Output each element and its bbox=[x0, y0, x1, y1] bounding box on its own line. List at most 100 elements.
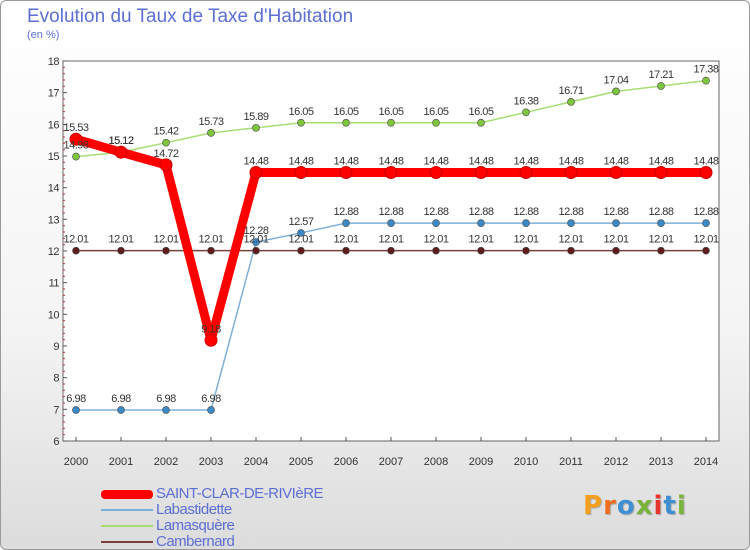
data-label: 12.88 bbox=[378, 206, 403, 218]
data-point bbox=[297, 246, 305, 255]
logo-letter: o bbox=[616, 491, 636, 521]
data-label: 12.88 bbox=[558, 206, 583, 218]
legend-label: SAINT-CLAR-DE-RIVIèRE bbox=[156, 485, 324, 502]
logo-letter: t bbox=[663, 491, 677, 521]
data-label: 12.88 bbox=[603, 206, 628, 218]
data-label: 16.05 bbox=[378, 106, 403, 118]
data-label: 12.01 bbox=[423, 234, 448, 246]
data-label: 12.88 bbox=[333, 206, 358, 218]
data-point bbox=[207, 246, 215, 255]
data-label: 12.88 bbox=[513, 206, 538, 218]
legend-swatch bbox=[101, 525, 153, 527]
data-point bbox=[162, 138, 170, 147]
legend-item: Cambernard bbox=[101, 533, 401, 550]
data-point bbox=[432, 219, 440, 227]
legend-label: Cambernard bbox=[156, 533, 235, 550]
y-axis: 6 7 8 9 10 11 12 13 14 15 16 17 18 bbox=[48, 56, 67, 448]
data-point bbox=[69, 132, 83, 146]
data-point bbox=[567, 219, 575, 227]
x-tick-label: 2012 bbox=[604, 456, 628, 468]
data-label: 12.01 bbox=[513, 234, 538, 246]
data-label: 12.01 bbox=[603, 234, 628, 246]
y-tick-label: 6 bbox=[53, 436, 59, 448]
series-4 bbox=[72, 246, 710, 255]
data-label: 6.98 bbox=[111, 393, 131, 405]
chart-title: Evolution du Taux de Taxe d'Habitation bbox=[27, 6, 354, 27]
data-point bbox=[699, 165, 713, 179]
data-label: 16.05 bbox=[288, 106, 313, 118]
x-tick-label: 2003 bbox=[199, 456, 223, 468]
data-point bbox=[654, 165, 668, 179]
x-axis: 2000 2001 2002 2003 2004 2005 2006 2007 2008 2009… bbox=[64, 437, 718, 468]
data-label: 14.48 bbox=[243, 155, 268, 167]
data-label: 6.98 bbox=[201, 393, 221, 405]
data-label: 14.48 bbox=[468, 155, 493, 167]
y-tick-label: 15 bbox=[48, 151, 60, 163]
data-label: 12.28 bbox=[243, 225, 268, 237]
data-label: 14.72 bbox=[153, 148, 178, 160]
data-label: 9.18 bbox=[201, 323, 221, 335]
data-label: 16.05 bbox=[333, 106, 358, 118]
data-point bbox=[387, 246, 395, 255]
data-point bbox=[162, 406, 170, 414]
data-label: 14.48 bbox=[558, 155, 583, 167]
data-point bbox=[342, 246, 350, 255]
data-label: 12.01 bbox=[333, 234, 358, 246]
legend-swatch bbox=[101, 509, 153, 511]
x-tick-label: 2004 bbox=[244, 456, 268, 468]
legend-label: Labastidette bbox=[156, 501, 232, 518]
data-label: 17.38 bbox=[693, 64, 718, 76]
data-point bbox=[522, 108, 530, 117]
data-point bbox=[342, 118, 350, 127]
data-label: 15.73 bbox=[198, 116, 223, 128]
data-label: 15.53 bbox=[63, 122, 88, 134]
data-point bbox=[252, 123, 260, 132]
data-label: 14.48 bbox=[423, 155, 448, 167]
x-tick-label: 2009 bbox=[469, 456, 493, 468]
data-point bbox=[159, 158, 173, 172]
data-point bbox=[609, 165, 623, 179]
data-label: 15.42 bbox=[153, 126, 178, 138]
data-point bbox=[477, 246, 485, 255]
data-point bbox=[207, 129, 215, 137]
data-label: 12.01 bbox=[693, 234, 718, 246]
data-point bbox=[702, 219, 710, 227]
legend-item: SAINT-CLAR-DE-RIVIèRE bbox=[101, 486, 401, 502]
data-point bbox=[474, 165, 488, 179]
data-point bbox=[252, 238, 260, 246]
y-tick-label: 16 bbox=[48, 119, 60, 131]
data-label: 12.01 bbox=[63, 234, 88, 246]
data-point bbox=[432, 246, 440, 255]
data-point bbox=[117, 246, 125, 255]
logo-letter: r bbox=[603, 491, 617, 521]
data-point bbox=[204, 333, 218, 347]
data-label: 14.48 bbox=[378, 155, 403, 167]
y-tick-label: 10 bbox=[48, 309, 60, 321]
data-point bbox=[162, 246, 170, 255]
y-tick-label: 11 bbox=[49, 278, 60, 290]
series-1 bbox=[69, 132, 713, 347]
data-label: 14.48 bbox=[648, 155, 673, 167]
data-label: 17.04 bbox=[603, 74, 628, 86]
data-point bbox=[342, 219, 350, 227]
data-label: 16.05 bbox=[468, 106, 493, 118]
data-label: 16.38 bbox=[513, 95, 538, 107]
data-point bbox=[522, 246, 530, 255]
data-label: 14.48 bbox=[693, 155, 718, 167]
data-point bbox=[432, 118, 440, 127]
data-point bbox=[72, 406, 80, 414]
legend-swatch bbox=[101, 541, 153, 543]
x-tick-label: 2001 bbox=[109, 456, 133, 468]
data-point bbox=[72, 246, 80, 255]
data-label: 6.98 bbox=[156, 393, 176, 405]
data-point bbox=[117, 406, 125, 414]
data-label: 16.71 bbox=[558, 85, 583, 97]
data-point bbox=[567, 246, 575, 255]
data-point bbox=[612, 219, 620, 227]
data-label: 12.01 bbox=[153, 234, 178, 246]
x-tick-label: 2006 bbox=[334, 456, 358, 468]
data-label: 12.01 bbox=[198, 234, 223, 246]
data-point bbox=[429, 165, 443, 179]
data-label: 12.88 bbox=[648, 206, 673, 218]
